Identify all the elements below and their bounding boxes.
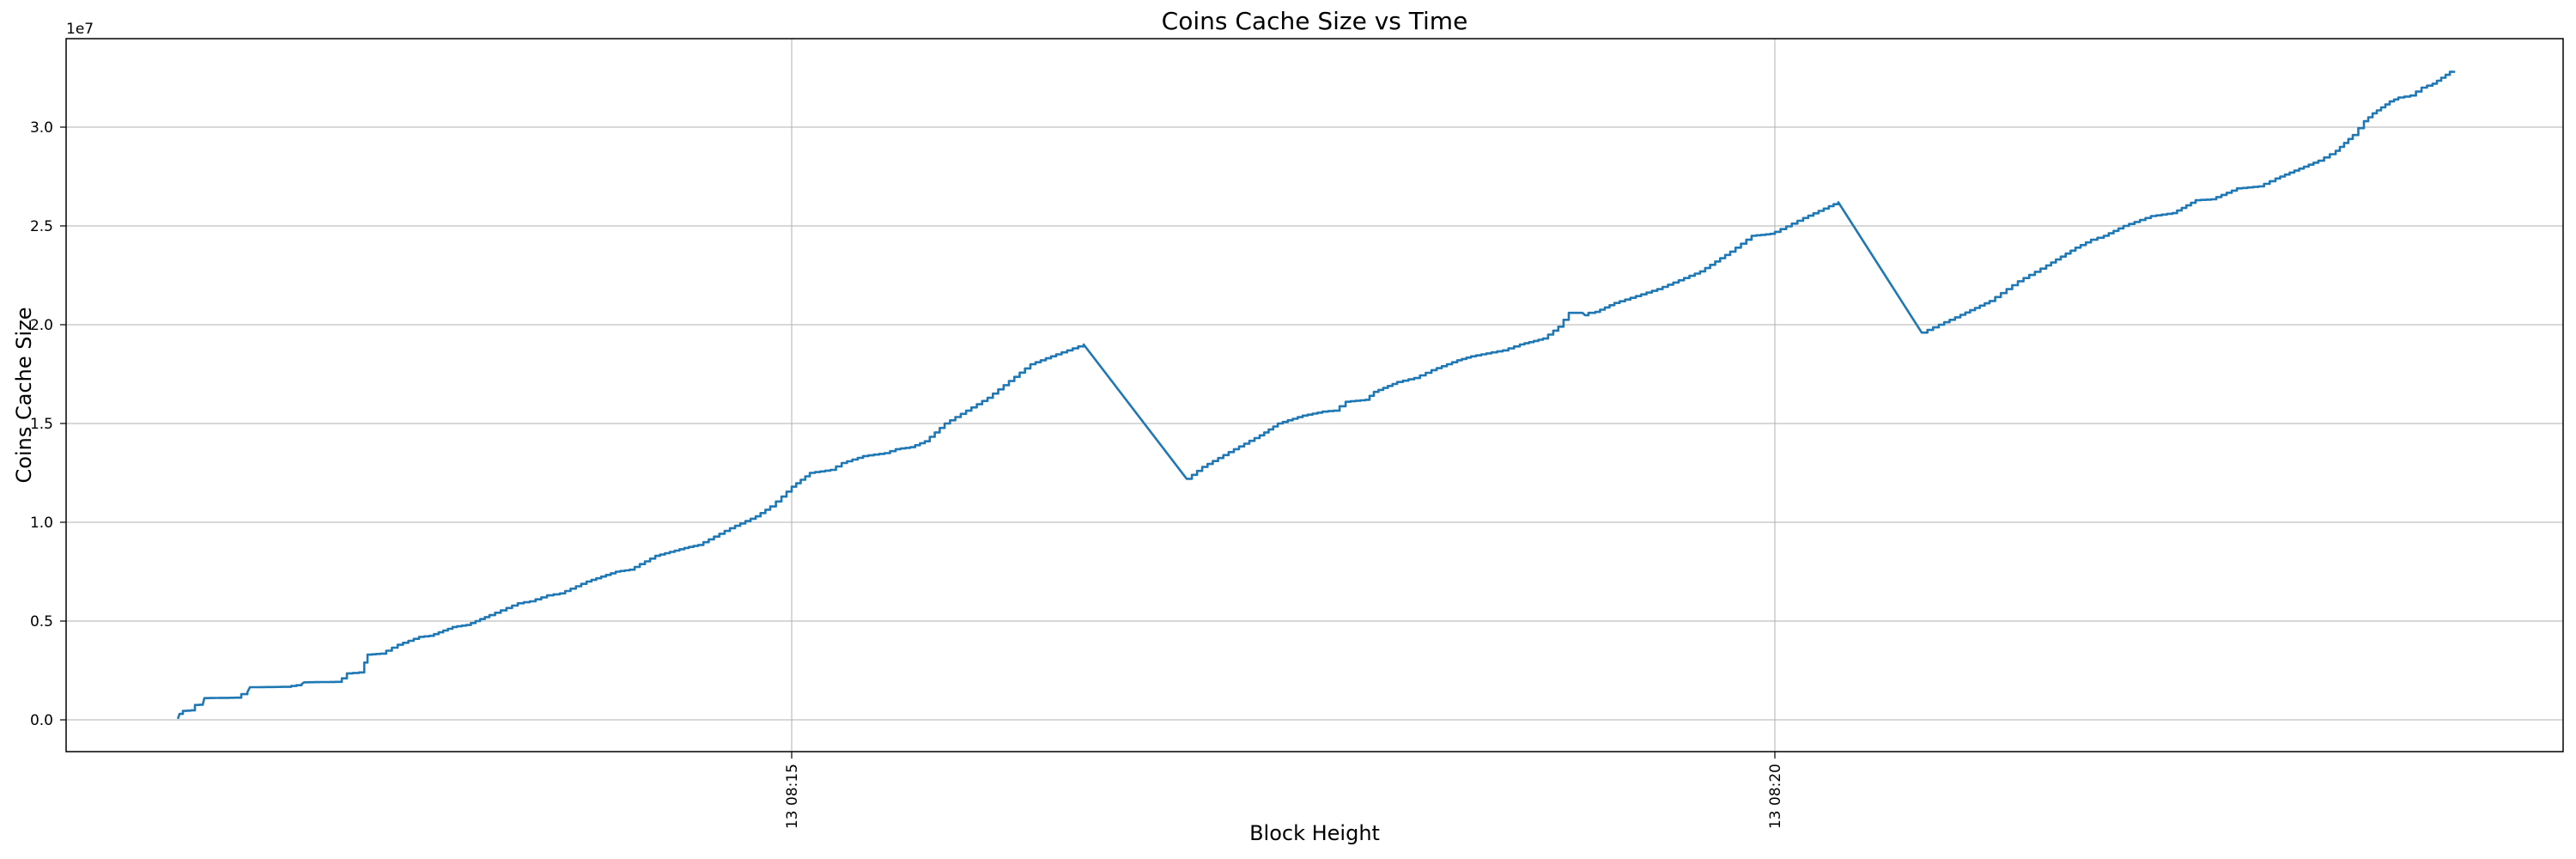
- x-tick-label: 13 08:15: [784, 764, 801, 829]
- y-tick-label: 2.0: [30, 317, 53, 334]
- y-tick-label: 0.5: [30, 613, 53, 631]
- y-tick-label: 1.5: [30, 416, 53, 433]
- y-axis-label: Coins Cache Size: [12, 307, 36, 484]
- y-tick-label: 0.0: [30, 712, 53, 729]
- y-tick-label: 3.0: [30, 119, 53, 137]
- y-tick-label: 2.5: [30, 218, 53, 235]
- data-line-coins-cache-size: [176, 70, 2456, 720]
- plot-spines: [65, 38, 2564, 752]
- y-axis-offset-text: 1e7: [66, 21, 94, 38]
- chart-title: Coins Cache Size vs Time: [1161, 7, 1468, 35]
- x-axis-label: Block Height: [1249, 821, 1380, 845]
- y-tick-label: 1.0: [30, 515, 53, 532]
- x-tick-label: 13 08:20: [1767, 764, 1784, 829]
